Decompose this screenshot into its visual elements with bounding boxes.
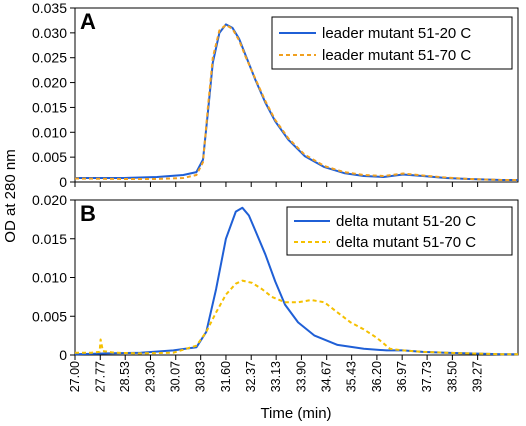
legend-label-delta-51-20: delta mutant 51-20 C: [336, 213, 476, 230]
y-tick-label: 0.015: [32, 231, 67, 247]
legend-label-leader-51-70: leader mutant 51-70 C: [322, 47, 471, 64]
y-tick-label: 0.005: [32, 149, 67, 165]
legend-label-delta-51-70: delta mutant 51-70 C: [336, 234, 476, 251]
x-tick-label: 27.00: [68, 361, 82, 392]
x-tick-label: 28.53: [118, 361, 132, 392]
x-tick-label: 29.30: [144, 361, 158, 392]
x-tick-label: 30.83: [194, 361, 208, 392]
y-tick-label: 0: [59, 347, 67, 363]
panel-a: A 0.035 0.030 0.025 0.020 0.015 0.010 0.005 0 l…: [32, 0, 519, 190]
series-line-panela-1: [74, 23, 518, 181]
y-tick-label: 0.030: [32, 25, 67, 41]
x-tick-label: 37.73: [420, 361, 434, 392]
panel-b-x-ticks: [74, 355, 479, 360]
panel-a-tag: A: [80, 9, 96, 34]
y-tick-label: 0: [59, 174, 67, 190]
x-tick-label: 27.77: [93, 361, 107, 392]
x-tick-label: 36.20: [370, 361, 384, 392]
x-tick-label: 36.97: [395, 361, 409, 392]
x-tick-label: 39.27: [471, 361, 485, 392]
x-tick-label: 32.37: [244, 361, 258, 392]
panel-b: B 0.020 0.015 0.010 0.005 0 delta mutant 51-…: [32, 192, 519, 363]
panel-b-legend: delta mutant 51-20 C delta mutant 51-70 …: [286, 206, 513, 256]
panel-a-plot-frame: [74, 7, 519, 183]
panel-b-legend-box: [286, 206, 513, 256]
panel-a-legend: leader mutant 51-20 C leader mutant 51-7…: [271, 16, 513, 70]
x-tick-labels: 27.00 27.77 28.53 29.30 30.07 30.83 31.60 32.37…: [68, 361, 485, 392]
x-axis-label: Time (min): [260, 405, 331, 422]
x-tick-label: 33.13: [269, 361, 283, 392]
y-tick-label: 0.035: [32, 0, 67, 16]
x-tick-label: 33.90: [294, 361, 308, 392]
series-line-panelb-1: [75, 279, 518, 356]
y-tick-label: 0.010: [32, 270, 67, 286]
y-tick-label: 0.020: [32, 75, 67, 91]
y-tick-label: 0.010: [32, 124, 67, 140]
y-tick-label: 0.015: [32, 99, 67, 115]
panel-a-legend-box: [271, 16, 513, 70]
legend-label-leader-51-20: leader mutant 51-20 C: [322, 25, 471, 42]
panel-a-y-ticks: 0.035 0.030 0.025 0.020 0.015 0.010 0.005 0: [32, 0, 75, 190]
y-tick-label: 0.025: [32, 50, 67, 66]
panel-b-y-ticks: 0.020 0.015 0.010 0.005 0: [32, 192, 75, 363]
panel-a-x-ticks: [74, 182, 479, 187]
y-tick-label: 0.005: [32, 308, 67, 324]
y-tick-label: 0.020: [32, 192, 67, 208]
panel-b-tag: B: [80, 201, 96, 226]
panel-b-series: [74, 206, 518, 356]
x-tick-label: 34.67: [320, 361, 334, 392]
x-tick-label: 35.43: [345, 361, 359, 392]
x-tick-label: 38.50: [445, 361, 459, 392]
x-tick-label: 31.60: [219, 361, 233, 392]
x-tick-label: 30.07: [169, 361, 183, 392]
y-axis-label: OD at 280 nm: [2, 149, 19, 242]
panel-a-series: [74, 23, 518, 181]
